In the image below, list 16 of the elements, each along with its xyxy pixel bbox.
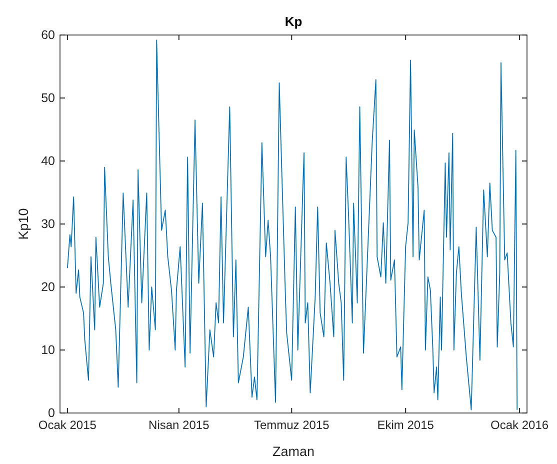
- y-axis-title: Kp10: [16, 208, 31, 240]
- y-tick-label: 20: [41, 280, 56, 294]
- x-tick-label: Ocak 2015: [38, 418, 97, 432]
- x-tick-label: Ekim 2015: [377, 418, 434, 432]
- chart-title: Kp: [284, 14, 302, 29]
- x-axis-title: Zaman: [272, 444, 315, 459]
- y-tick-label: 30: [41, 217, 56, 231]
- y-tick-label: 10: [41, 343, 56, 357]
- x-tick-label: Temmuz 2015: [254, 418, 330, 432]
- y-tick-label: 0: [48, 406, 56, 420]
- line-series: [66, 40, 518, 410]
- y-tick-label: 60: [41, 28, 56, 42]
- y-tick-label: 50: [41, 91, 56, 105]
- y-tick-label: 40: [41, 154, 56, 168]
- x-tick-label: Nisan 2015: [148, 418, 210, 432]
- x-tick-label: Ocak 2016: [490, 418, 549, 432]
